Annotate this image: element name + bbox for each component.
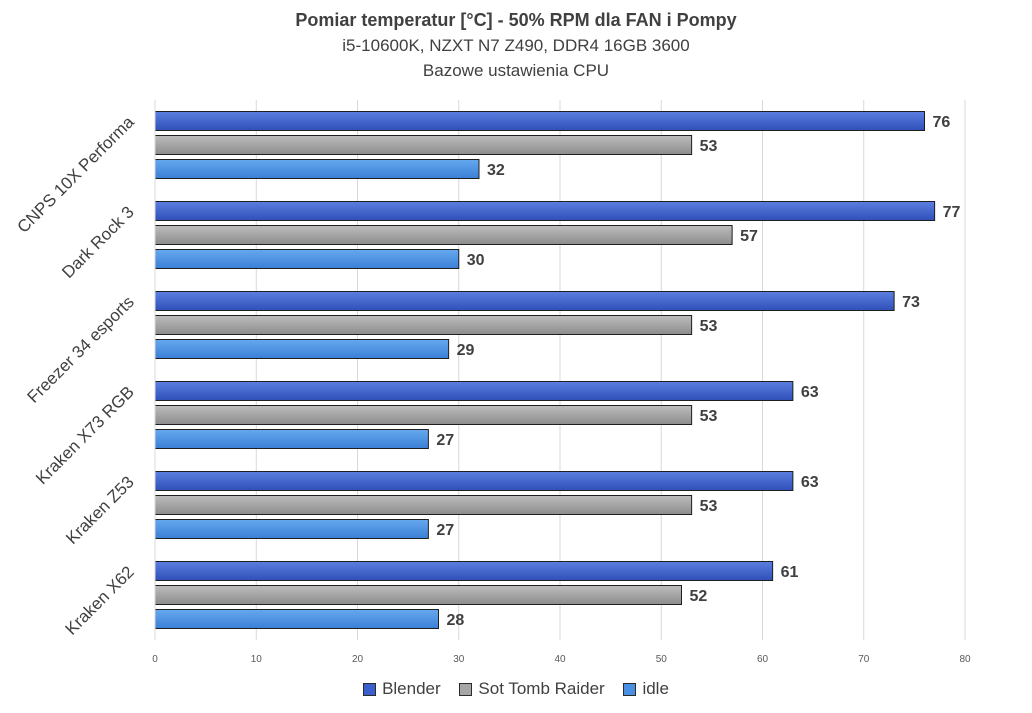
x-tick-label-50: 50 <box>656 654 668 665</box>
title-block: Pomiar temperatur [°C] - 50% RPM dla FAN… <box>0 8 1032 83</box>
chart-subtitle-line-2: Bazowe ustawienia CPU <box>422 61 610 80</box>
legend: Blender Sot Tomb Raider idle <box>0 679 1032 701</box>
bar-sot-tomb-raider-kraken-x73-rgb <box>154 405 693 425</box>
data-label-sot-tomb-raider-cnps-10x-performa: 53 <box>700 138 718 155</box>
data-label-blender-cnps-10x-performa: 76 <box>933 114 951 131</box>
chart-title: Pomiar temperatur [°C] - 50% RPM dla FAN… <box>295 10 737 30</box>
legend-item-idle: idle <box>623 679 669 699</box>
bar-sot-tomb-raider-dark-rock-3 <box>154 225 733 245</box>
bar-blender-kraken-z53 <box>154 471 794 491</box>
bar-idle-dark-rock-3 <box>154 249 460 269</box>
chart-subtitle-line-1: i5-10600K, NZXT N7 Z490, DDR4 16GB 3600 <box>342 36 690 55</box>
bar-idle-kraken-z53 <box>154 519 429 539</box>
data-label-idle-freezer-34-esports: 29 <box>457 342 475 359</box>
legend-swatch-idle <box>623 682 637 696</box>
data-label-idle-dark-rock-3: 30 <box>467 252 485 269</box>
bar-idle-freezer-34-esports <box>154 339 450 359</box>
bar-blender-dark-rock-3 <box>154 201 936 221</box>
data-label-sot-tomb-raider-kraken-z53: 53 <box>700 498 718 515</box>
x-tick-label-30: 30 <box>453 654 465 665</box>
legend-label-blender: Blender <box>382 679 441 698</box>
y-category-label-kraken-x62: Kraken X62 <box>62 562 138 638</box>
legend-item-blender: Blender <box>363 679 441 699</box>
data-label-sot-tomb-raider-dark-rock-3: 57 <box>740 228 758 245</box>
bar-idle-kraken-x73-rgb <box>154 429 429 449</box>
bar-sot-tomb-raider-kraken-x62 <box>154 585 682 605</box>
bar-sot-tomb-raider-cnps-10x-performa <box>154 135 693 155</box>
x-tick-label-10: 10 <box>251 654 263 665</box>
data-label-blender-freezer-34-esports: 73 <box>902 294 920 311</box>
data-label-sot-tomb-raider-kraken-x62: 52 <box>690 588 708 605</box>
y-category-label-kraken-z53: Kraken Z53 <box>62 472 138 548</box>
bar-blender-kraken-x73-rgb <box>154 381 794 401</box>
legend-item-sot-tomb-raider: Sot Tomb Raider <box>459 679 605 699</box>
bar-blender-cnps-10x-performa <box>154 111 925 131</box>
legend-swatch-blender <box>363 682 377 696</box>
bar-idle-cnps-10x-performa <box>154 159 480 179</box>
data-label-sot-tomb-raider-kraken-x73-rgb: 53 <box>700 408 718 425</box>
x-tick-label-80: 80 <box>959 654 971 665</box>
bar-idle-kraken-x62 <box>154 609 439 629</box>
x-tick-label-60: 60 <box>757 654 769 665</box>
y-category-label-kraken-x73-rgb: Kraken X73 RGB <box>32 382 138 488</box>
legend-label-idle: idle <box>642 679 669 698</box>
legend-label-sot-tomb-raider: Sot Tomb Raider <box>478 679 605 698</box>
x-tick-label-70: 70 <box>858 654 870 665</box>
data-label-idle-kraken-z53: 27 <box>436 522 454 539</box>
bar-blender-kraken-x62 <box>154 561 774 581</box>
data-label-blender-kraken-z53: 63 <box>801 474 819 491</box>
data-label-blender-kraken-x73-rgb: 63 <box>801 384 819 401</box>
bar-sot-tomb-raider-freezer-34-esports <box>154 315 693 335</box>
data-label-blender-kraken-x62: 61 <box>781 564 799 581</box>
data-label-idle-cnps-10x-performa: 32 <box>487 162 505 179</box>
data-label-blender-dark-rock-3: 77 <box>943 204 961 221</box>
x-tick-label-0: 0 <box>152 654 158 665</box>
x-tick-label-40: 40 <box>554 654 566 665</box>
legend-swatch-sot-tomb-raider <box>459 682 473 696</box>
bar-blender-freezer-34-esports <box>154 291 895 311</box>
data-label-idle-kraken-x73-rgb: 27 <box>436 432 454 449</box>
data-label-sot-tomb-raider-freezer-34-esports: 53 <box>700 318 718 335</box>
bar-sot-tomb-raider-kraken-z53 <box>154 495 693 515</box>
y-category-label-dark-rock-3: Dark Rock 3 <box>58 202 138 282</box>
data-label-idle-kraken-x62: 28 <box>447 612 465 629</box>
x-tick-label-20: 20 <box>352 654 364 665</box>
